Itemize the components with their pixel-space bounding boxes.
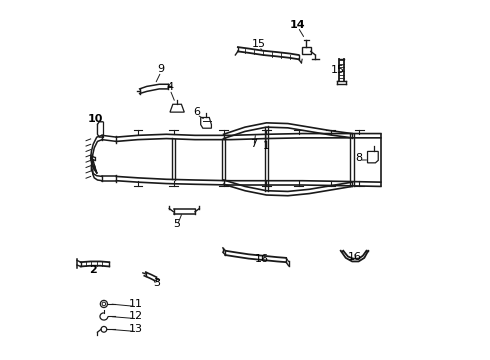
Text: 5: 5: [173, 219, 181, 229]
Text: 7: 7: [250, 139, 257, 149]
Text: 8: 8: [356, 153, 363, 163]
Text: 13: 13: [129, 324, 143, 334]
Text: 6: 6: [193, 107, 200, 117]
Text: 1: 1: [263, 141, 270, 151]
Text: 2: 2: [89, 265, 97, 275]
Text: 15: 15: [252, 39, 266, 49]
Text: 4: 4: [167, 82, 173, 92]
Text: 15: 15: [331, 65, 345, 75]
Text: 12: 12: [129, 311, 143, 321]
Text: 3: 3: [153, 278, 160, 288]
Text: 16: 16: [348, 252, 362, 262]
Text: 9: 9: [157, 64, 165, 74]
Text: 11: 11: [129, 299, 143, 309]
Text: 10: 10: [88, 114, 103, 124]
Text: 16: 16: [255, 254, 269, 264]
Text: 14: 14: [290, 19, 306, 30]
